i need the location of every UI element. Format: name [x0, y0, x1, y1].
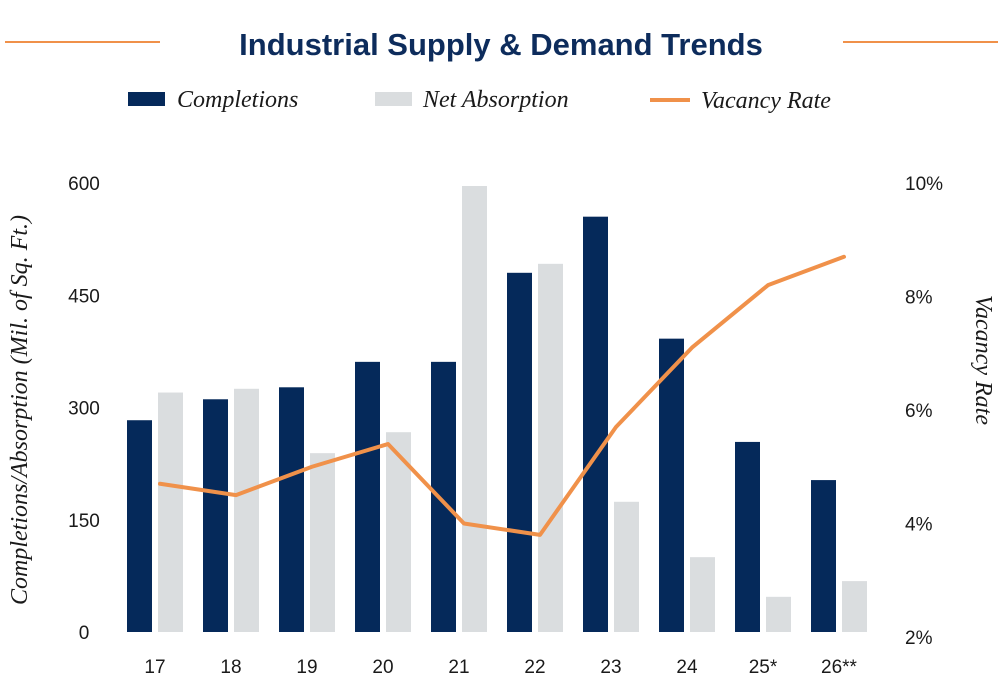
x-tick-label: 17 — [144, 657, 165, 678]
y2-tick-label: 6% — [905, 401, 933, 422]
bar-net-absorption — [234, 388, 259, 632]
bar-completions — [583, 216, 608, 633]
bar-net-absorption — [614, 501, 639, 632]
bar-completions — [127, 420, 152, 632]
vacancy-line-group — [158, 254, 846, 537]
x-tick-label: 26** — [821, 657, 858, 678]
y2-tick-label: 8% — [905, 288, 933, 309]
bar-net-absorption — [538, 263, 563, 632]
y-axis-title: Completions/Absorption (Mil. of Sq. Ft.) — [7, 215, 33, 605]
y-tick-label: 450 — [68, 286, 100, 307]
y-axis-ticks: 0 150 300 450 600 — [68, 174, 100, 644]
x-tick-label: 19 — [296, 657, 317, 678]
y2-tick-label: 2% — [905, 628, 933, 649]
bar-net-absorption — [842, 581, 867, 632]
x-tick-label: 18 — [220, 657, 241, 678]
bar-completions — [507, 272, 532, 632]
x-tick-label: 21 — [448, 657, 469, 678]
x-tick-label: 23 — [600, 657, 621, 678]
bar-completions — [279, 387, 304, 632]
bar-net-absorption — [462, 185, 487, 632]
legend: Completions Net Absorption Vacancy Rate — [128, 87, 831, 114]
x-tick-label: 25* — [749, 657, 778, 678]
bar-completions — [659, 338, 684, 632]
y2-axis-ticks: 2% 4% 6% 8% 10% — [905, 174, 943, 649]
bar-net-absorption — [766, 596, 791, 632]
bar-net-absorption — [158, 392, 183, 632]
legend-swatch-net-absorption — [375, 92, 412, 106]
x-tick-label: 24 — [676, 657, 698, 678]
bar-completions — [431, 361, 456, 632]
y2-tick-label: 4% — [905, 515, 933, 536]
y-tick-label: 150 — [68, 511, 100, 532]
y2-axis-title: Vacancy Rate — [970, 295, 996, 425]
legend-swatch-completions — [128, 92, 165, 106]
bar-net-absorption — [310, 453, 335, 632]
x-axis-ticks: 17 18 19 20 21 22 23 24 25* 26** — [144, 657, 857, 678]
chart-title: Industrial Supply & Demand Trends — [239, 27, 763, 62]
bar-completions — [811, 480, 836, 632]
bar-completions — [735, 441, 760, 632]
y-tick-label: 0 — [79, 623, 90, 644]
x-tick-label: 22 — [524, 657, 545, 678]
legend-label-vacancy-rate: Vacancy Rate — [701, 88, 831, 114]
bars — [127, 185, 867, 633]
y2-tick-label: 10% — [905, 174, 943, 195]
legend-label-completions: Completions — [177, 87, 298, 113]
bar-net-absorption — [690, 557, 715, 632]
x-tick-label: 20 — [372, 657, 393, 678]
bar-completions — [203, 399, 228, 632]
vacancy-rate-line — [158, 254, 846, 537]
y-tick-label: 600 — [68, 174, 100, 195]
y-tick-label: 300 — [68, 399, 100, 420]
bar-completions — [355, 361, 380, 632]
legend-label-net-absorption: Net Absorption — [422, 87, 569, 113]
